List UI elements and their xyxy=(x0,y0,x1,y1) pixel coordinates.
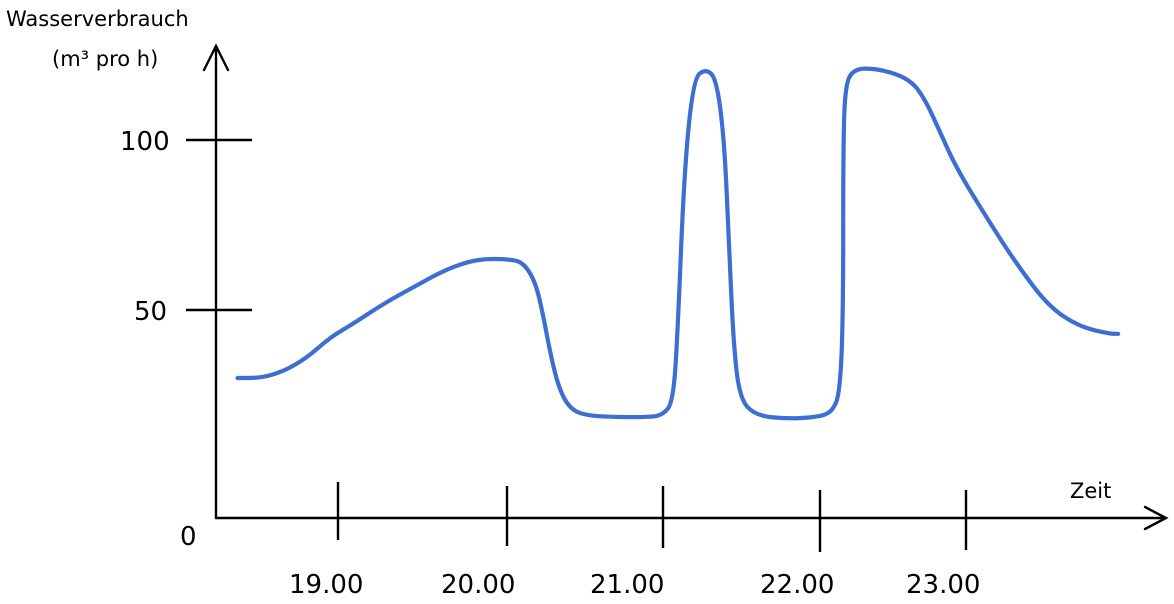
x-tick-label-2300: 23.00 xyxy=(906,570,980,600)
origin-label: 0 xyxy=(180,522,197,552)
x-axis-label: Zeit xyxy=(1070,479,1111,503)
x-axis-arrow xyxy=(1143,505,1169,531)
y-axis-unit-label: (m³ pro h) xyxy=(52,47,158,71)
water-usage-series-line xyxy=(235,66,1121,421)
y-tick-label-100: 100 xyxy=(120,127,170,157)
x-tick-label-1900: 19.00 xyxy=(289,570,363,600)
y-tick-label-50: 50 xyxy=(134,297,167,327)
y-axis-arrow xyxy=(202,43,230,72)
y-axis-label: Wasserverbrauch xyxy=(6,7,189,31)
x-tick-label-2100: 21.00 xyxy=(590,570,664,600)
x-tick-label-2000: 20.00 xyxy=(441,570,515,600)
x-tick-label-2200: 22.00 xyxy=(760,570,834,600)
